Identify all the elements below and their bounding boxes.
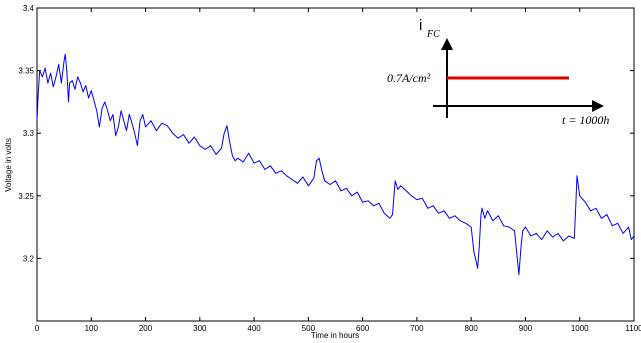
current-profile-inset: i FC 0.7A/cm² t = 1000h xyxy=(387,17,609,127)
x-tick-label: 500 xyxy=(302,324,316,333)
x-tick-label: 1000 xyxy=(571,324,589,333)
x-tick-label: 300 xyxy=(193,324,207,333)
inset-current-symbol: i xyxy=(419,17,422,34)
x-axis: 0 100 200 300 400 500 600 700 800 900 1000 1100 xyxy=(35,8,641,333)
y-axis-title: Voltage in volts xyxy=(4,138,13,192)
inset-current-subscript: FC xyxy=(426,29,440,40)
x-tick-label: 700 xyxy=(410,324,424,333)
x-tick-label: 600 xyxy=(356,324,370,333)
y-tick-label: 3.4 xyxy=(23,4,35,13)
y-tick-label: 3.35 xyxy=(18,67,34,76)
voltage-series-line xyxy=(36,53,635,276)
y-tick-label: 3.25 xyxy=(18,192,34,201)
inset-level-label: 0.7A/cm² xyxy=(387,71,431,85)
x-tick-label: 800 xyxy=(465,324,479,333)
series-layer xyxy=(36,53,635,276)
inset-vertical-arrowhead xyxy=(441,38,453,50)
y-tick-label: 3.3 xyxy=(23,129,35,138)
x-tick-label: 900 xyxy=(519,324,533,333)
x-axis-title: Time in hours xyxy=(311,331,359,340)
y-tick-label: 3.2 xyxy=(23,254,35,263)
x-tick-label: 100 xyxy=(85,324,99,333)
inset-time-label: t = 1000h xyxy=(562,113,609,127)
x-tick-label: 200 xyxy=(139,324,153,333)
plot-area xyxy=(36,7,635,322)
x-tick-label: 400 xyxy=(247,324,261,333)
x-tick-label: 1100 xyxy=(625,324,641,333)
x-tick-label: 0 xyxy=(35,324,40,333)
y-axis: 3.2 3.25 3.3 3.35 3.4 xyxy=(18,4,634,263)
inset-horizontal-arrowhead xyxy=(592,100,604,112)
